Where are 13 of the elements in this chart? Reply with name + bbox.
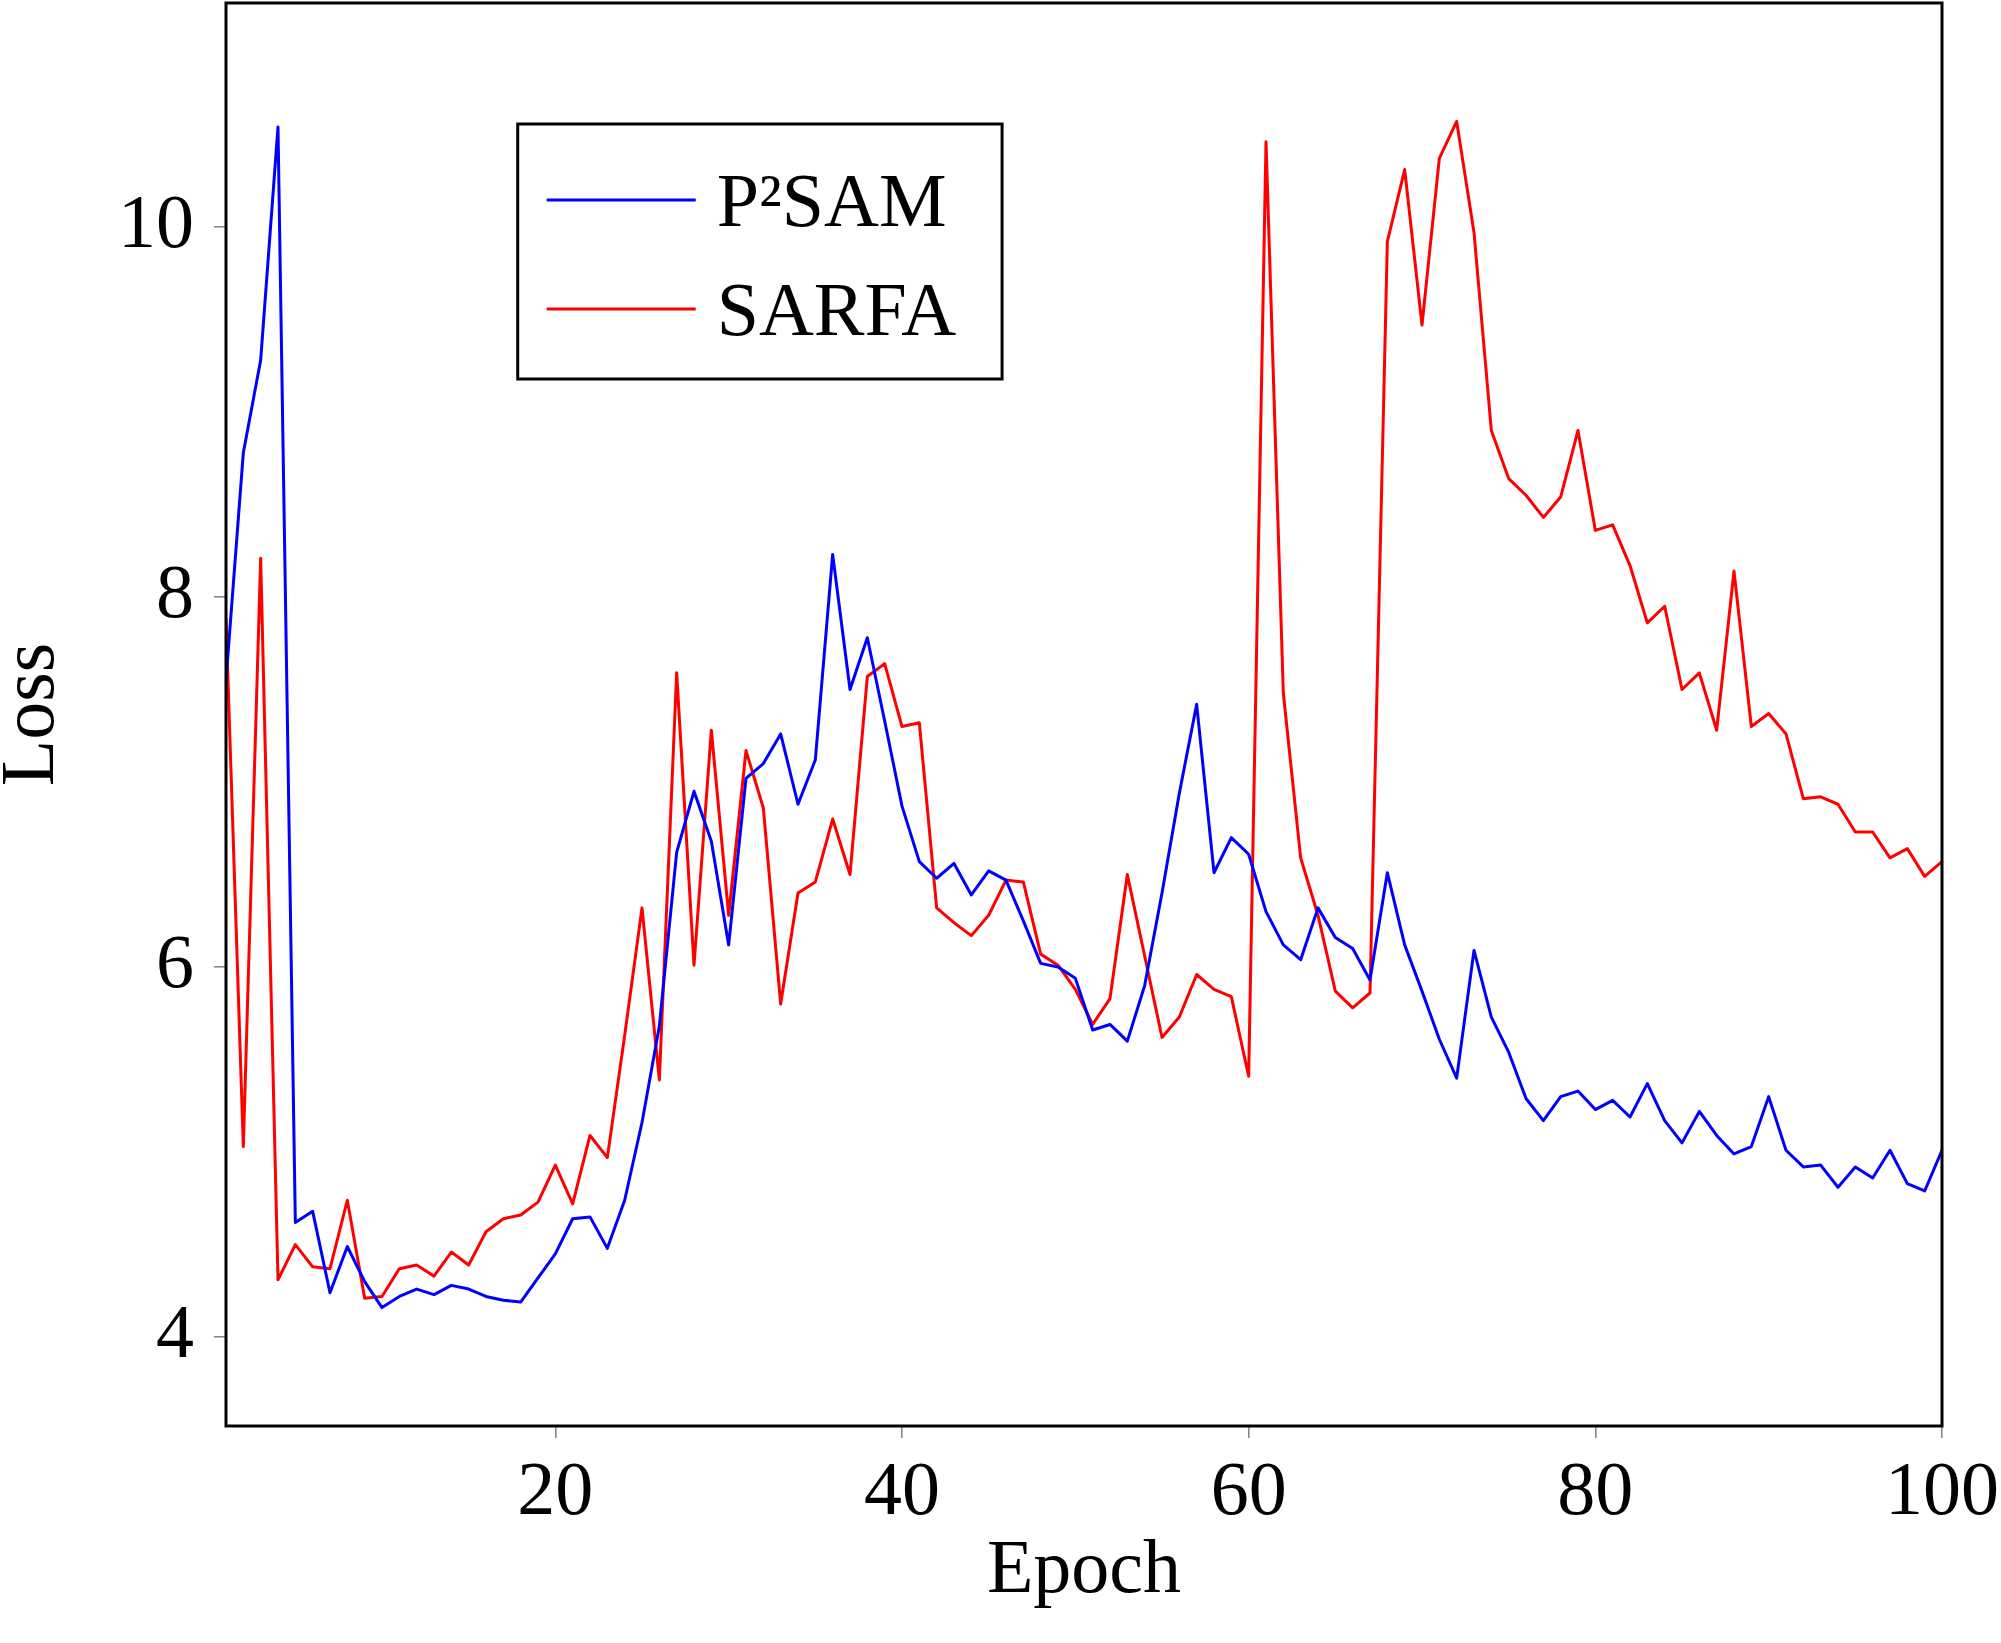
x-tick-label: 80: [1557, 1445, 1634, 1530]
y-tick-label: 8: [156, 548, 194, 633]
x-tick-label: 100: [1885, 1445, 1999, 1530]
legend-label: P²SAM: [716, 157, 947, 242]
x-tick-label: 60: [1210, 1445, 1287, 1530]
y-tick-label: 6: [156, 919, 194, 1004]
x-tick-label: 40: [864, 1445, 940, 1530]
x-axis-title: Epoch: [986, 1523, 1182, 1608]
legend-label: SARFA: [716, 266, 957, 351]
x-tick-label: 20: [517, 1445, 594, 1530]
y-axis-title: Loss: [0, 642, 70, 787]
y-tick-label: 4: [156, 1289, 194, 1374]
y-tick-label: 10: [118, 178, 194, 263]
